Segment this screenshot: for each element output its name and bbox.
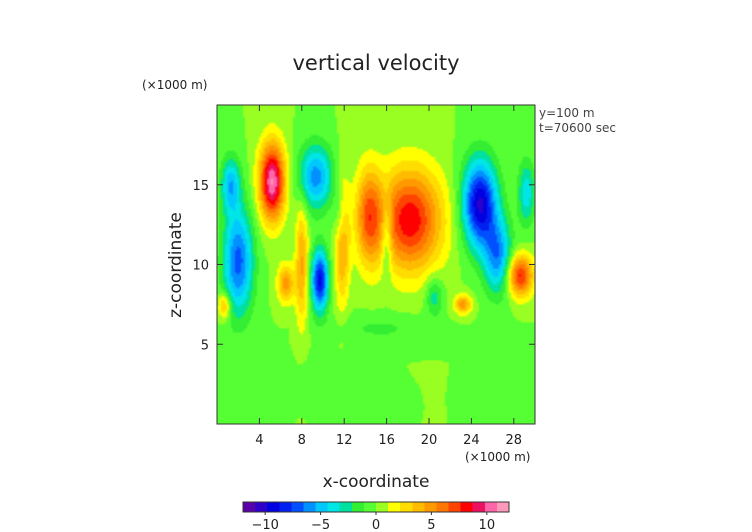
colorbar-gradient — [243, 502, 509, 512]
colorbar-tick-label: −5 — [311, 518, 330, 532]
colorbar-tick-label: 10 — [479, 518, 496, 532]
chart-title: vertical velocity — [292, 51, 459, 75]
annotation-time: t=70600 sec — [539, 121, 616, 135]
y-tick-label: 5 — [201, 338, 209, 353]
colorbar: −10 −5 0 5 10 — [242, 501, 510, 532]
x-tick-label: 16 — [378, 433, 395, 448]
x-tick-label: 24 — [463, 433, 480, 448]
y-tick-label: 15 — [192, 179, 209, 194]
x-unit-label: (×1000 m) — [465, 450, 530, 464]
x-tick-label: 4 — [255, 433, 263, 448]
y-axis-label: z-coordinate — [166, 212, 186, 318]
y-unit-label: (×1000 m) — [142, 78, 207, 92]
velocity-field — [217, 105, 535, 424]
x-tick-label: 8 — [298, 433, 306, 448]
colorbar-ticks: −10 −5 0 5 10 — [251, 512, 495, 532]
x-tick-label: 28 — [506, 433, 523, 448]
x-tick-label: 12 — [336, 433, 353, 448]
axis-ticks: 4 8 12 16 20 24 28 5 10 15 — [192, 105, 535, 448]
annotation-y-position: y=100 m — [539, 106, 595, 120]
colorbar-tick-label: 5 — [427, 518, 435, 532]
plot-area: 4 8 12 16 20 24 28 5 10 15 — [192, 104, 536, 448]
colorbar-tick-label: 0 — [372, 518, 380, 532]
x-tick-label: 20 — [421, 433, 438, 448]
x-axis-label: x-coordinate — [323, 472, 430, 492]
colorbar-tick-label: −10 — [251, 518, 278, 532]
y-tick-label: 10 — [192, 259, 209, 274]
